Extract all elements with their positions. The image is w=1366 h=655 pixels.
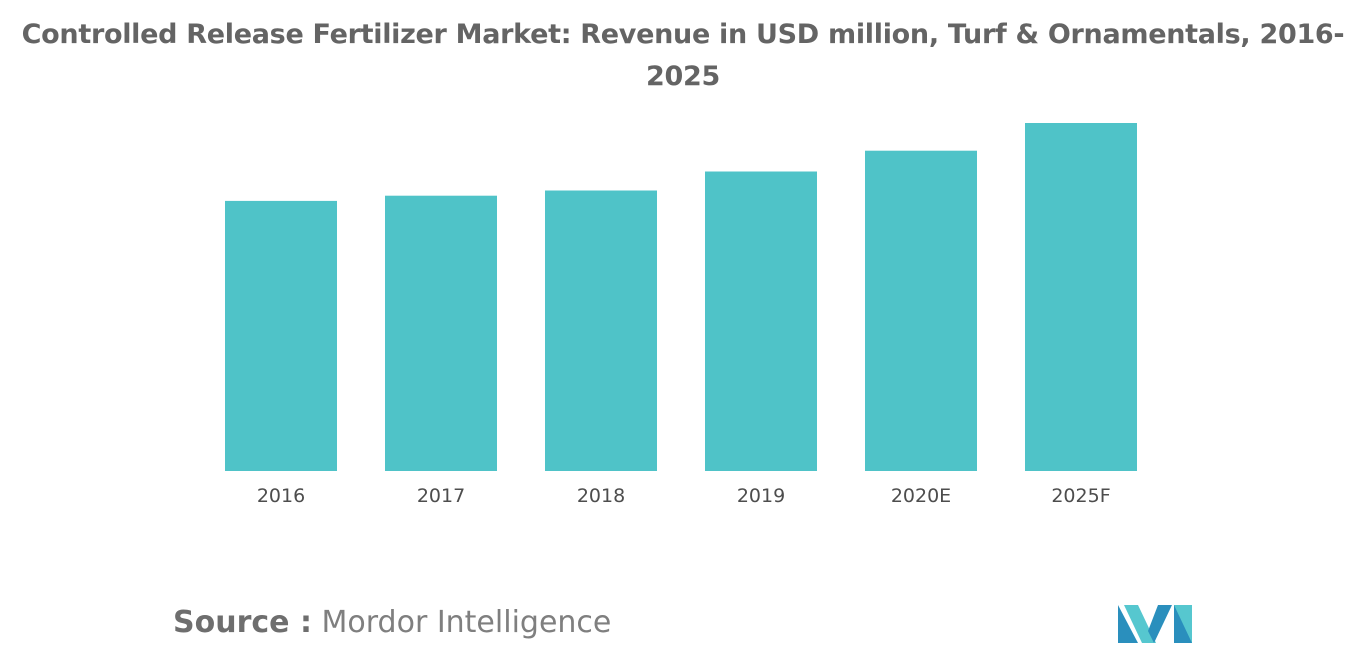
x-tick-label-2016: 2016 — [257, 485, 305, 507]
logo-shape-right-cut — [1174, 605, 1192, 643]
bar-2025f — [1025, 123, 1137, 471]
x-tick-label-2019: 2019 — [737, 485, 785, 507]
source-note: Source : Mordor Intelligence — [173, 605, 611, 640]
logo-shape-mid-a — [1124, 605, 1156, 643]
mordor-intelligence-logo-icon — [1118, 605, 1192, 643]
chart-title-line-1: Controlled Release Fertilizer Market: Re… — [21, 19, 1345, 50]
bar-2016 — [225, 200, 337, 471]
chart-title: Controlled Release Fertilizer Market: Re… — [0, 14, 1366, 98]
bar-2019 — [705, 171, 817, 471]
x-tick-label-2020e: 2020E — [891, 485, 951, 507]
source-name: Mordor Intelligence — [321, 605, 612, 640]
chart-title-line-2: 2025 — [646, 61, 720, 92]
x-tick-label-2018: 2018 — [577, 485, 625, 507]
bar-2020e — [865, 150, 977, 471]
x-axis-tick-labels: 2016 2017 2018 2019 2020E 2025F — [257, 485, 1111, 507]
bars-group — [225, 123, 1137, 471]
x-tick-label-2025f: 2025F — [1051, 485, 1110, 507]
source-prefix: Source : — [173, 605, 312, 640]
logo-shape-left — [1118, 605, 1138, 643]
logo-shape-mid-b — [1148, 605, 1172, 643]
x-tick-label-2017: 2017 — [417, 485, 465, 507]
bar-2017 — [385, 195, 497, 471]
bar-2018 — [545, 190, 657, 471]
